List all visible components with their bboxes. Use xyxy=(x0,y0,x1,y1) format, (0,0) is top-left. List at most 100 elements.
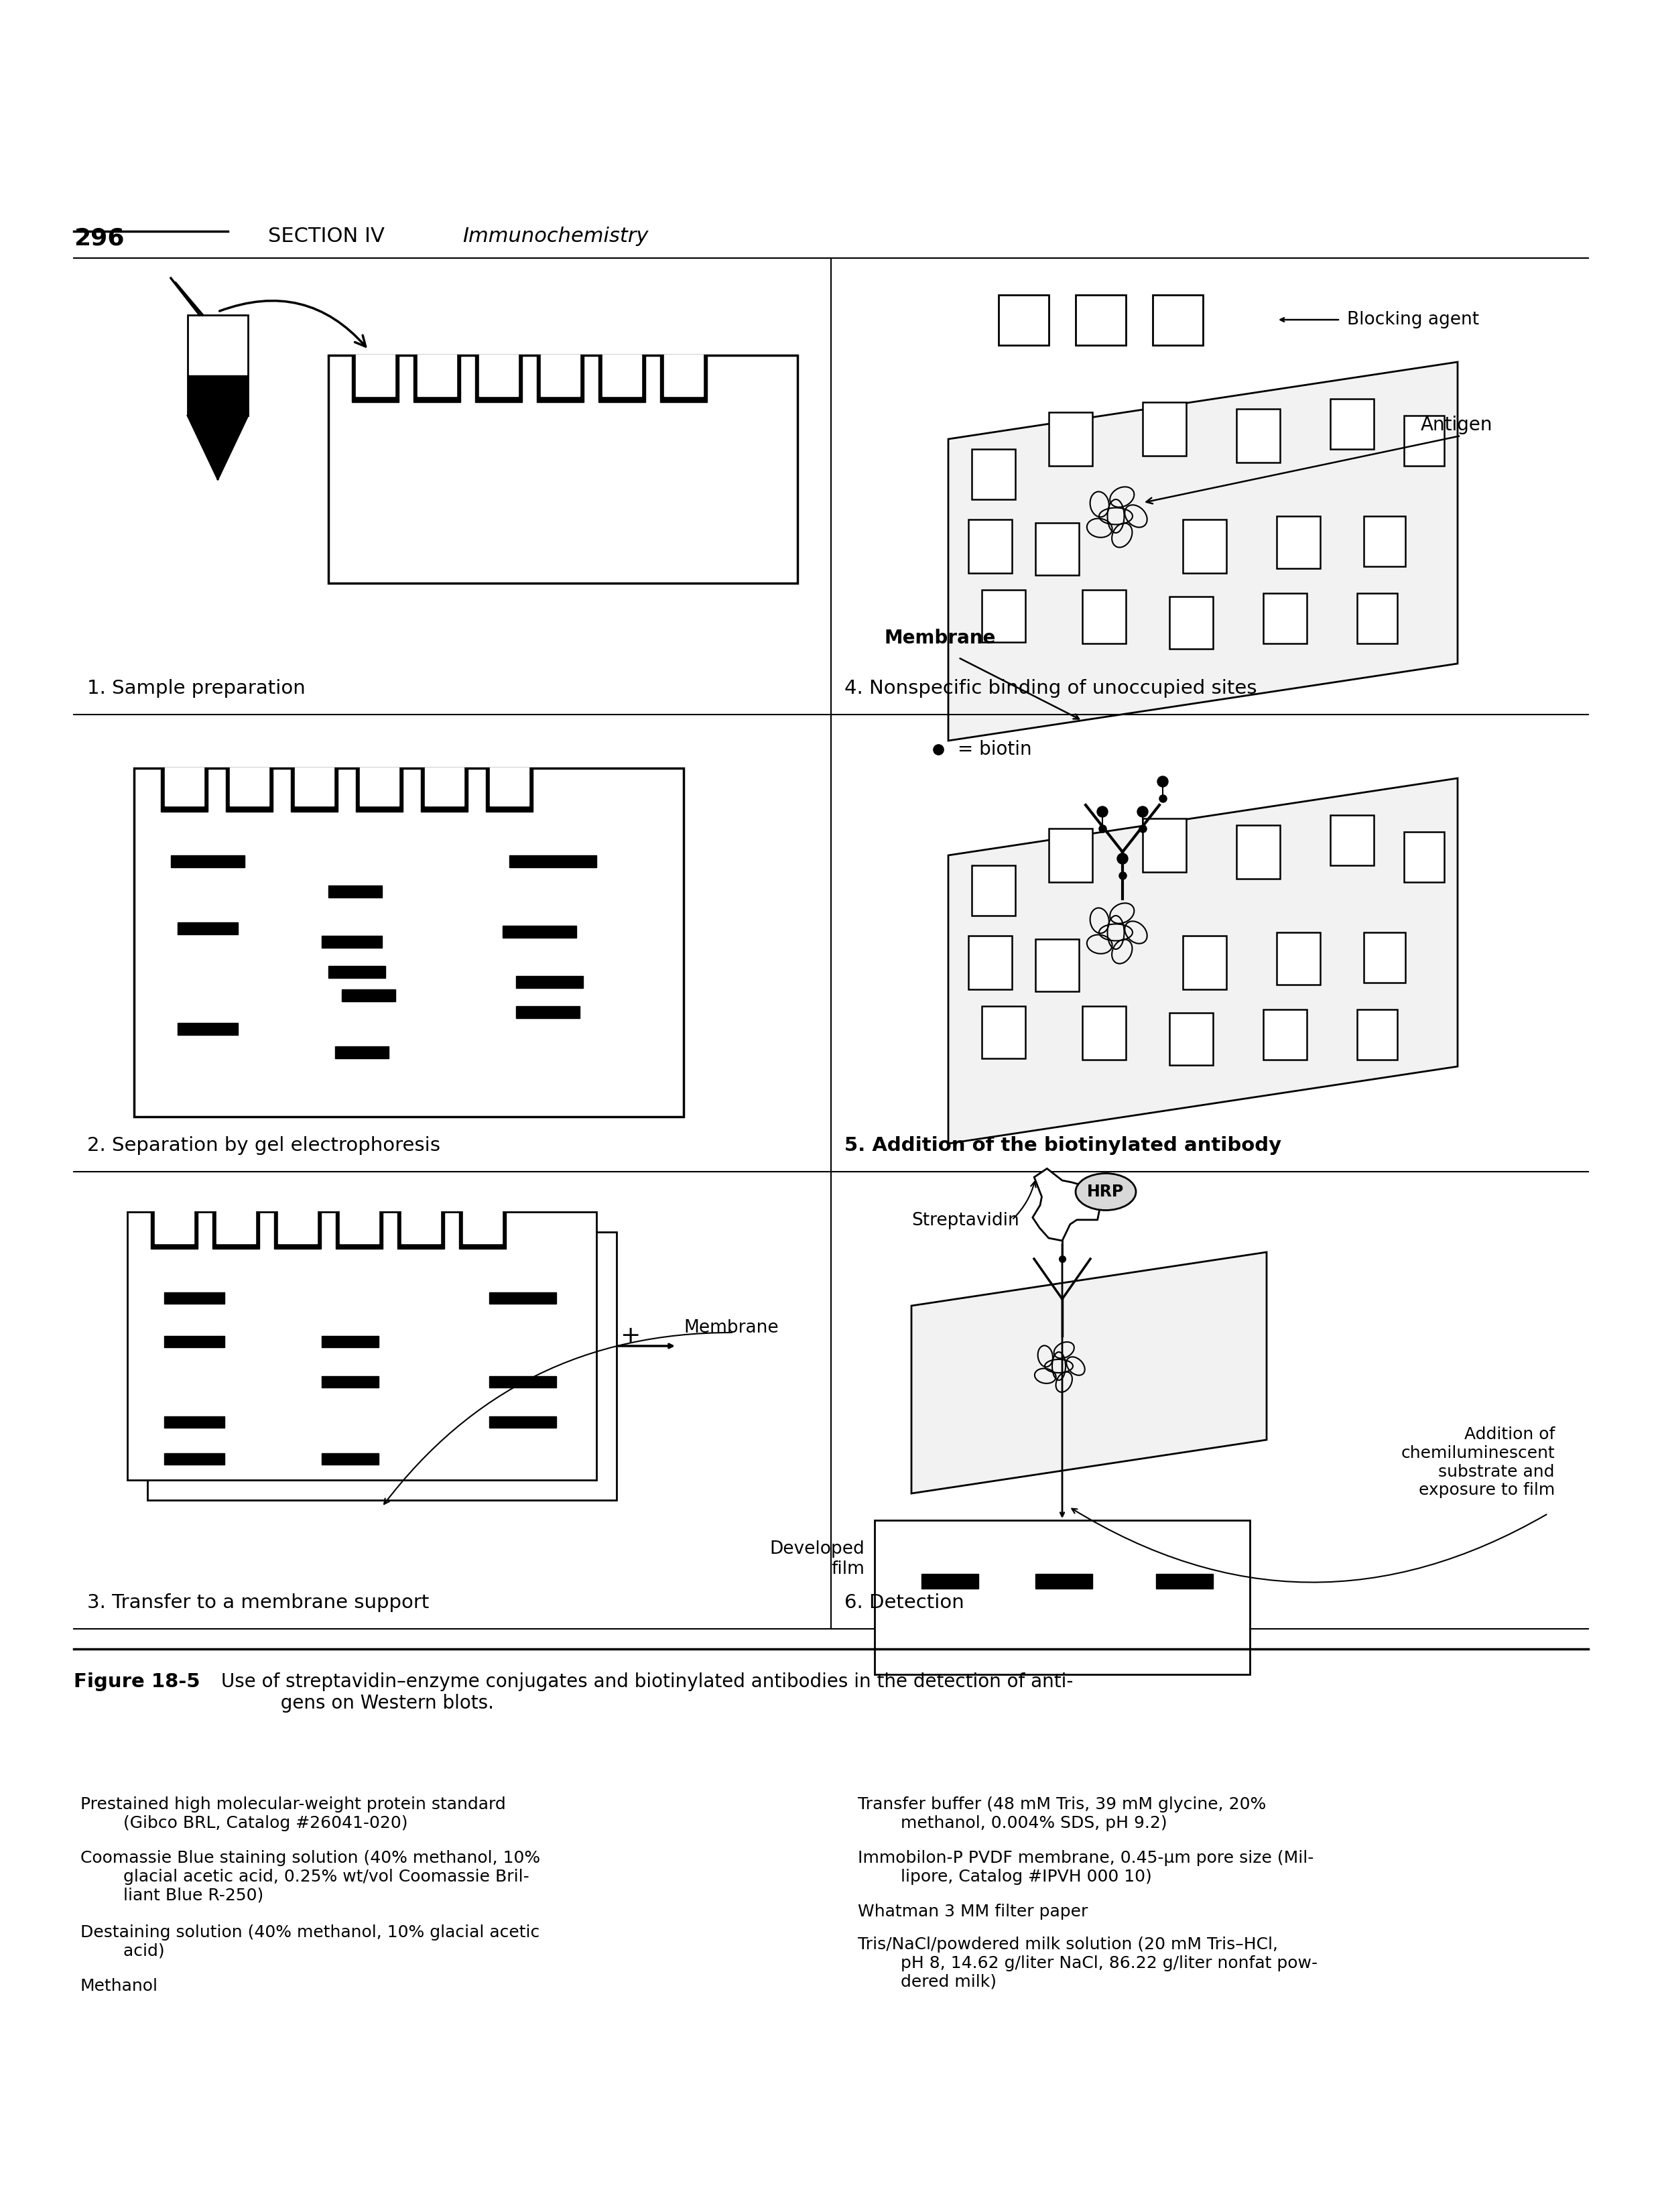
Bar xyxy=(515,975,583,989)
Bar xyxy=(1170,597,1213,648)
Text: Destaining solution (40% methanol, 10% glacial acetic
        acid): Destaining solution (40% methanol, 10% g… xyxy=(80,1924,540,1960)
Bar xyxy=(329,967,386,978)
FancyArrowPatch shape xyxy=(384,1332,731,1504)
Bar xyxy=(1143,818,1187,872)
Bar xyxy=(464,1212,502,1243)
Bar xyxy=(540,354,580,396)
Circle shape xyxy=(1097,807,1109,816)
Polygon shape xyxy=(949,779,1458,1144)
Bar xyxy=(294,768,334,805)
Bar xyxy=(969,936,1012,989)
Bar xyxy=(342,989,396,1002)
Bar xyxy=(329,885,382,898)
Bar xyxy=(1143,403,1187,456)
Text: Coomassie Blue staining solution (40% methanol, 10%
        glacial acetic acid,: Coomassie Blue staining solution (40% me… xyxy=(80,1849,540,1902)
Bar xyxy=(485,768,534,812)
Bar xyxy=(414,356,460,403)
Polygon shape xyxy=(1032,1168,1100,1241)
Bar xyxy=(322,1336,379,1347)
Text: Membrane: Membrane xyxy=(683,1318,778,1336)
Polygon shape xyxy=(188,416,248,480)
Bar xyxy=(1358,1009,1398,1060)
Bar xyxy=(475,356,522,403)
Text: 5. Addition of the biotinylated antibody: 5. Addition of the biotinylated antibody xyxy=(844,1137,1281,1155)
Bar xyxy=(479,354,519,396)
Text: Methanol: Methanol xyxy=(80,1978,158,1995)
Bar xyxy=(1049,830,1092,883)
Bar xyxy=(165,1336,224,1347)
Bar xyxy=(216,1212,256,1243)
Bar xyxy=(322,1453,379,1464)
Bar xyxy=(660,356,706,403)
Text: SECTION IV: SECTION IV xyxy=(268,226,384,246)
Bar xyxy=(165,1416,224,1427)
Bar xyxy=(489,1416,557,1427)
Bar xyxy=(178,1022,238,1035)
Circle shape xyxy=(1137,807,1148,816)
Bar xyxy=(1237,825,1280,878)
Bar xyxy=(148,1232,617,1500)
FancyArrowPatch shape xyxy=(219,301,366,347)
Bar xyxy=(356,354,396,396)
Bar xyxy=(999,294,1049,345)
Text: Use of streptavidin–enzyme conjugates and biotinylated antibodies in the detecti: Use of streptavidin–enzyme conjugates an… xyxy=(221,1672,1074,1712)
Bar xyxy=(420,768,467,812)
Bar xyxy=(515,1006,580,1018)
Text: Transfer buffer (48 mM Tris, 39 mM glycine, 20%
        methanol, 0.004% SDS, pH: Transfer buffer (48 mM Tris, 39 mM glyci… xyxy=(858,1796,1266,1832)
Bar xyxy=(1035,940,1079,991)
Text: Developed
film: Developed film xyxy=(770,1540,864,1577)
FancyArrowPatch shape xyxy=(1072,1509,1546,1582)
Text: HRP: HRP xyxy=(1087,1183,1124,1199)
Text: Antigen: Antigen xyxy=(1421,416,1492,434)
Text: 296: 296 xyxy=(73,226,125,250)
Bar xyxy=(188,314,248,416)
Bar xyxy=(329,356,798,584)
Circle shape xyxy=(1157,776,1168,787)
Text: 3. Transfer to a ​membrane support: 3. Transfer to a ​membrane support xyxy=(86,1593,429,1613)
Text: 4. Nonspecific binding of unoccupied sites: 4. Nonspecific binding of unoccupied sit… xyxy=(844,679,1256,697)
Bar xyxy=(602,354,642,396)
Bar xyxy=(1183,936,1227,989)
Bar xyxy=(1404,832,1444,883)
Bar xyxy=(161,768,208,812)
Bar xyxy=(178,922,238,933)
Bar xyxy=(322,1376,379,1387)
Bar xyxy=(1358,593,1398,644)
Bar xyxy=(278,1212,317,1243)
Bar xyxy=(459,1212,505,1250)
Text: Addition of
chemiluminescent
substrate and
exposure to film: Addition of chemiluminescent substrate a… xyxy=(1401,1427,1554,1498)
Text: Immobilon-P PVDF membrane, 0.45-μm pore size (Mil-
        lipore, Catalog #IPVH: Immobilon-P PVDF membrane, 0.45-μm pore … xyxy=(858,1849,1313,1885)
Bar xyxy=(213,1212,259,1250)
Bar xyxy=(155,1212,194,1243)
Bar xyxy=(537,356,583,403)
Bar xyxy=(598,356,645,403)
Bar xyxy=(128,1212,597,1480)
Bar xyxy=(1082,1006,1125,1060)
Bar xyxy=(502,925,577,938)
Bar xyxy=(1157,1575,1213,1588)
Bar xyxy=(425,768,464,805)
Bar xyxy=(356,768,402,812)
Bar xyxy=(1330,814,1374,865)
Text: Membrane: Membrane xyxy=(884,628,996,648)
Text: 1. Sample preparation: 1. Sample preparation xyxy=(86,679,306,697)
Ellipse shape xyxy=(1075,1172,1135,1210)
Bar xyxy=(1276,515,1320,568)
Bar xyxy=(1035,1575,1092,1588)
Text: Whatman 3 MM filter paper: Whatman 3 MM filter paper xyxy=(858,1905,1089,1920)
Bar xyxy=(1082,591,1125,644)
Bar xyxy=(1183,520,1227,573)
Bar xyxy=(336,1212,382,1250)
Bar xyxy=(336,1046,389,1057)
Bar xyxy=(165,768,204,805)
Bar xyxy=(171,856,244,867)
Bar xyxy=(1263,593,1306,644)
Bar xyxy=(665,354,703,396)
Bar xyxy=(874,1520,1250,1674)
Bar xyxy=(972,449,1015,500)
Bar xyxy=(1237,409,1280,462)
FancyArrowPatch shape xyxy=(961,659,1079,719)
Polygon shape xyxy=(949,363,1458,741)
Bar xyxy=(151,1212,198,1250)
Bar xyxy=(229,768,269,805)
